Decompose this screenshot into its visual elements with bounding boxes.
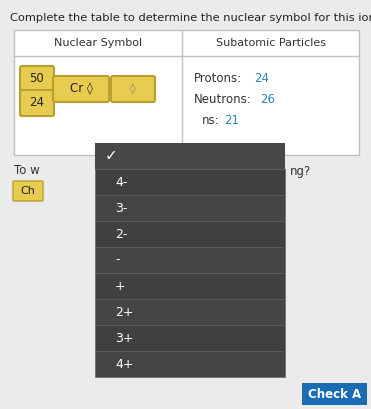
Bar: [95, 247, 285, 273]
Bar: [14, 30, 359, 155]
Text: ✓: ✓: [105, 148, 117, 164]
FancyBboxPatch shape: [53, 76, 109, 102]
Text: 50: 50: [30, 72, 45, 85]
Text: 4+: 4+: [115, 357, 134, 371]
Text: Neutrons:: Neutrons:: [194, 93, 252, 106]
Text: ◊: ◊: [130, 83, 136, 95]
Text: Subatomic Particles: Subatomic Particles: [216, 38, 325, 48]
Bar: [95, 169, 285, 195]
Text: Check A: Check A: [308, 387, 361, 400]
Text: 26: 26: [260, 93, 275, 106]
Text: 4-: 4-: [115, 175, 127, 189]
Text: 24: 24: [254, 72, 269, 85]
Text: To w: To w: [14, 164, 40, 178]
Text: 3-: 3-: [115, 202, 127, 214]
Bar: [95, 195, 285, 221]
FancyBboxPatch shape: [20, 90, 54, 116]
FancyBboxPatch shape: [13, 181, 43, 201]
Text: 21: 21: [224, 114, 239, 127]
Bar: [95, 273, 285, 299]
Bar: [95, 221, 285, 247]
Text: +: +: [115, 279, 126, 292]
Text: ns:: ns:: [202, 114, 220, 127]
Text: Protons:: Protons:: [194, 72, 242, 85]
Text: 2+: 2+: [115, 306, 134, 319]
Text: ng?: ng?: [290, 164, 311, 178]
Bar: [95, 351, 285, 377]
Bar: [95, 325, 285, 351]
Bar: [95, 299, 285, 325]
Text: 2-: 2-: [115, 227, 127, 240]
Bar: [95, 143, 285, 169]
Text: Ch: Ch: [20, 186, 36, 196]
Text: 3+: 3+: [115, 332, 134, 344]
FancyBboxPatch shape: [20, 66, 54, 92]
Bar: [302, 383, 367, 405]
Text: 24: 24: [30, 97, 45, 110]
Text: Complete the table to determine the nuclear symbol for this ion.: Complete the table to determine the nucl…: [10, 13, 371, 23]
FancyBboxPatch shape: [111, 76, 155, 102]
Text: Nuclear Symbol: Nuclear Symbol: [54, 38, 142, 48]
Text: Cr ◊: Cr ◊: [70, 83, 92, 95]
Text: -: -: [115, 254, 119, 267]
